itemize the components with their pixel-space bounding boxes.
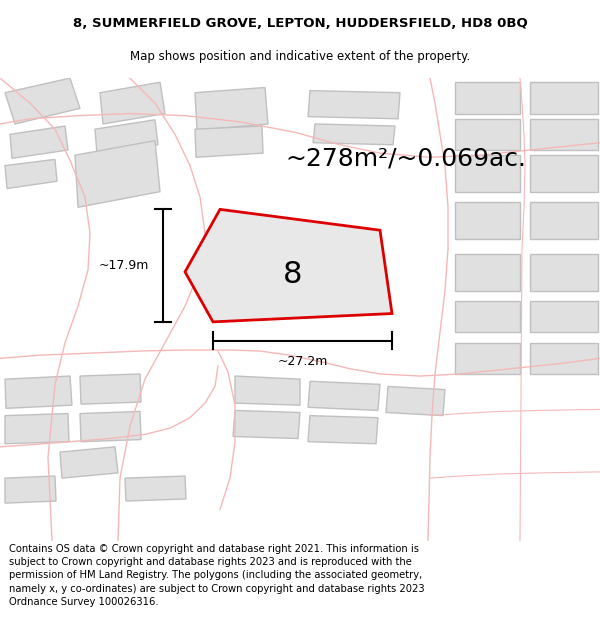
Text: Contains OS data © Crown copyright and database right 2021. This information is
: Contains OS data © Crown copyright and d… xyxy=(9,544,425,607)
Text: Map shows position and indicative extent of the property.: Map shows position and indicative extent… xyxy=(130,50,470,62)
Text: ~17.9m: ~17.9m xyxy=(98,259,149,272)
Polygon shape xyxy=(455,254,520,291)
Polygon shape xyxy=(5,476,56,503)
Text: 8, SUMMERFIELD GROVE, LEPTON, HUDDERSFIELD, HD8 0BQ: 8, SUMMERFIELD GROVE, LEPTON, HUDDERSFIE… xyxy=(73,17,527,30)
Polygon shape xyxy=(185,209,392,322)
Polygon shape xyxy=(530,119,598,150)
Polygon shape xyxy=(5,159,57,189)
Polygon shape xyxy=(530,301,598,332)
Polygon shape xyxy=(530,202,598,239)
Polygon shape xyxy=(308,381,380,411)
Polygon shape xyxy=(5,78,80,124)
Polygon shape xyxy=(308,91,400,119)
Polygon shape xyxy=(5,376,72,408)
Polygon shape xyxy=(60,447,118,478)
Polygon shape xyxy=(195,88,268,130)
Text: ~27.2m: ~27.2m xyxy=(277,355,328,368)
Polygon shape xyxy=(455,301,520,332)
Polygon shape xyxy=(80,411,141,442)
Text: ~278m²/~0.069ac.: ~278m²/~0.069ac. xyxy=(285,147,526,171)
Polygon shape xyxy=(5,414,69,444)
Polygon shape xyxy=(530,254,598,291)
Polygon shape xyxy=(95,120,158,154)
Polygon shape xyxy=(530,342,598,374)
Polygon shape xyxy=(308,416,378,444)
Polygon shape xyxy=(455,119,520,150)
Polygon shape xyxy=(80,374,141,404)
Polygon shape xyxy=(313,124,395,145)
Polygon shape xyxy=(530,82,598,114)
Polygon shape xyxy=(235,376,300,405)
Polygon shape xyxy=(455,202,520,239)
Polygon shape xyxy=(530,155,598,192)
Polygon shape xyxy=(455,155,520,192)
Polygon shape xyxy=(75,141,160,208)
Polygon shape xyxy=(455,342,520,374)
Polygon shape xyxy=(10,126,68,158)
Polygon shape xyxy=(195,126,263,158)
Polygon shape xyxy=(386,386,445,416)
Polygon shape xyxy=(125,476,186,501)
Polygon shape xyxy=(100,82,165,124)
Polygon shape xyxy=(233,411,300,439)
Text: 8: 8 xyxy=(283,260,303,289)
Polygon shape xyxy=(455,82,520,114)
